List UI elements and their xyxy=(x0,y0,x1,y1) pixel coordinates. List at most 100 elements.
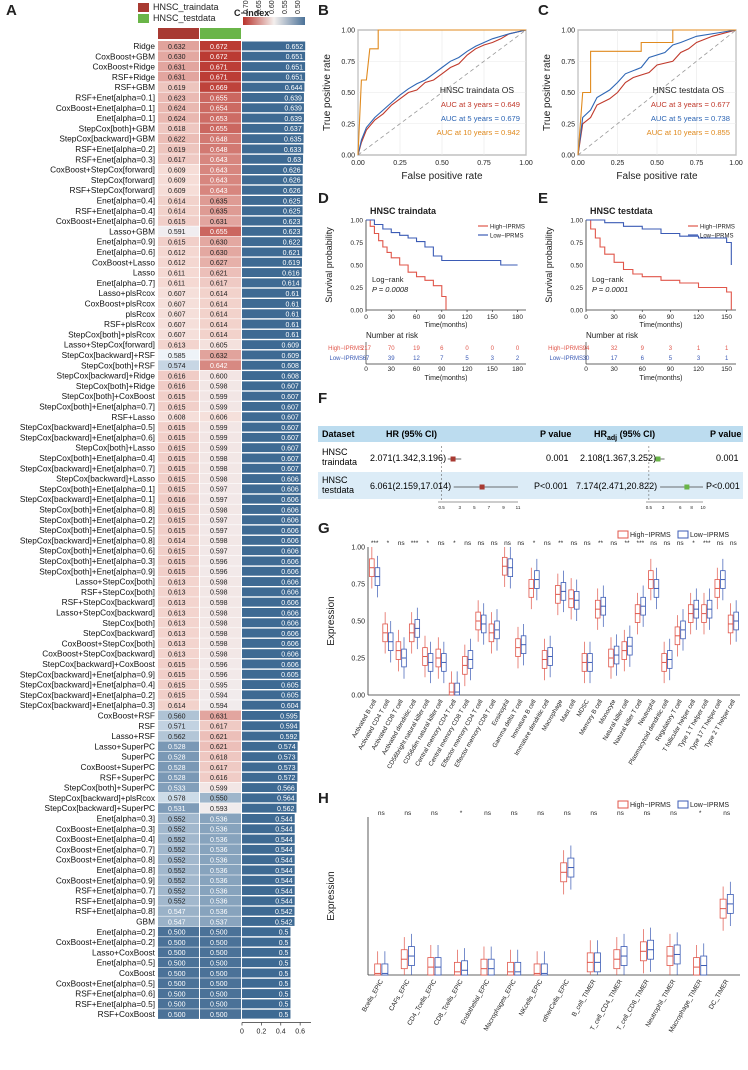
test-cell-value: 0.655 xyxy=(210,229,228,236)
box-significance: ns xyxy=(570,540,578,547)
test-cell-value: 0.630 xyxy=(210,250,228,257)
roc-x-tick: 1.00 xyxy=(729,160,743,167)
mean-cindex-value: 0.606 xyxy=(281,631,299,638)
model-label: Lasso+StepCox[both] xyxy=(75,577,155,587)
km-risk-title: Number at risk xyxy=(366,331,419,340)
train-cell-value: 0.613 xyxy=(168,652,186,659)
train-cell xyxy=(158,277,199,288)
test-cell xyxy=(200,607,241,618)
roc-auc-label: AUC at 5 years = 0.738 xyxy=(651,114,730,123)
train-cell-value: 0.615 xyxy=(168,682,186,689)
roc-test-chart: 0.000.00 0.25 0.25 0.50 0.50 0.75 0.75 1.00 1.00… xyxy=(542,28,743,183)
train-cell-value: 0.615 xyxy=(168,569,186,576)
mean-cindex-value: 0.544 xyxy=(275,827,293,834)
box-significance: * xyxy=(692,540,695,547)
km-risk-high-value: 6 xyxy=(440,346,444,352)
mean-cindex-bar xyxy=(242,896,295,906)
km-curve-0 xyxy=(366,219,447,310)
train-cell xyxy=(158,844,199,855)
train-cell xyxy=(158,988,199,999)
train-cell-value: 0.613 xyxy=(168,343,186,350)
panel-letter-h: H xyxy=(318,790,329,807)
model-label: StepCox[both]+Lasso xyxy=(75,443,155,453)
mean-cindex-value: 0.606 xyxy=(281,559,299,566)
train-cell-value: 0.591 xyxy=(168,229,186,236)
box-significance: ns xyxy=(670,810,678,817)
train-cell xyxy=(158,432,199,443)
test-cell-value: 0.617 xyxy=(210,281,228,288)
box-category-label: CD8_Tcells_EPIC xyxy=(433,978,465,1027)
model-label: StepCox[both]+Enet[alpha=0.2] xyxy=(39,515,155,525)
train-cell xyxy=(158,628,199,638)
train-cell xyxy=(158,937,199,947)
mean-cindex-bar xyxy=(242,1009,291,1019)
model-label: CoxBoost+Enet[alpha=0.6] xyxy=(56,216,155,226)
test-cell-value: 0.617 xyxy=(210,724,228,731)
train-cell-value: 0.571 xyxy=(168,724,186,731)
train-cell xyxy=(158,308,199,319)
model-label: CoxBoost+GBM xyxy=(95,51,155,61)
train-cell xyxy=(158,792,199,803)
model-label: Lasso+StepCox[forward] xyxy=(64,340,155,350)
roc-y-tick: 0.00 xyxy=(341,153,355,160)
forest-point-adj xyxy=(655,456,661,462)
km-risk-x-tick: 150 xyxy=(487,366,498,373)
train-cell-value: 0.612 xyxy=(168,250,186,257)
km-x-tick: 30 xyxy=(611,314,619,321)
train-cell-value: 0.552 xyxy=(168,878,186,885)
forest-row-test-dataset: HNSC testdata xyxy=(322,475,354,495)
km-risk-high-value: 94 xyxy=(583,346,590,352)
train-cell xyxy=(158,164,199,175)
box-y-tick: 0.00 xyxy=(351,693,365,700)
train-cell-value: 0.615 xyxy=(168,672,186,679)
train-cell xyxy=(158,267,199,278)
box-y-tick: 1.00 xyxy=(351,545,365,552)
km-risk-low-value: 12 xyxy=(413,356,420,362)
box-significance: ns xyxy=(484,810,492,817)
forest-point-hr xyxy=(479,484,485,490)
test-cell-value: 0.643 xyxy=(210,157,228,164)
mean-cindex-value: 0.544 xyxy=(275,888,293,895)
model-label: StepCox[both]+Enet[alpha=0.5] xyxy=(39,525,155,535)
box-significance: ns xyxy=(650,540,658,547)
mean-cindex-bar xyxy=(242,216,303,226)
test-cell xyxy=(200,350,241,360)
train-cell-value: 0.613 xyxy=(168,641,186,648)
test-cell xyxy=(200,628,241,638)
train-cell xyxy=(158,648,199,659)
test-cell xyxy=(200,762,241,772)
train-cell-value: 0.552 xyxy=(168,899,186,906)
model-label: CoxBoost+Enet[alpha=0.1] xyxy=(56,103,155,113)
train-cell-value: 0.547 xyxy=(168,919,186,926)
model-label: StepCox[backward]+Enet[alpha=0.6] xyxy=(20,432,155,442)
km-risk-x-tick: 150 xyxy=(721,366,732,373)
roc-y-tick: 0.50 xyxy=(341,90,355,97)
mean-cindex-value: 0.626 xyxy=(283,167,301,174)
mean-cindex-value: 0.606 xyxy=(281,476,299,483)
km-risk-low-value: 17 xyxy=(611,356,618,362)
mean-cindex-bar xyxy=(242,93,304,102)
km-risk-x-label: Time(months) xyxy=(425,375,468,382)
model-label: CoxBoost+Enet[alpha=0.2] xyxy=(56,937,155,947)
forest-row-test: HNSC testdata 6.061(2.159,17.014) P<0.001… xyxy=(318,472,743,499)
mean-cindex-bar xyxy=(242,958,291,968)
forest-axis-tick: 8 xyxy=(690,505,693,510)
model-label: StepCox[backward]+Enet[alpha=0.9] xyxy=(20,669,155,679)
test-cell-value: 0.598 xyxy=(210,631,228,638)
mean-cindex-bar xyxy=(242,103,304,113)
train-cell-value: 0.500 xyxy=(168,1002,186,1009)
test-cell xyxy=(200,277,241,288)
roc-curve-1 xyxy=(357,29,527,156)
model-label: CoxBoost+RSF xyxy=(98,711,155,721)
mean-cindex-bar xyxy=(242,134,304,144)
train-cell-value: 0.614 xyxy=(168,538,186,545)
model-label: RSF+Lasso xyxy=(111,412,155,422)
test-cell xyxy=(200,154,241,164)
train-cell-value: 0.615 xyxy=(168,518,186,525)
train-cell-value: 0.615 xyxy=(168,559,186,566)
train-cell xyxy=(158,659,199,669)
mean-cindex-value: 0.572 xyxy=(278,775,296,782)
box-category-label: B_cell_TIMER xyxy=(571,978,598,1018)
train-cell xyxy=(158,422,199,432)
